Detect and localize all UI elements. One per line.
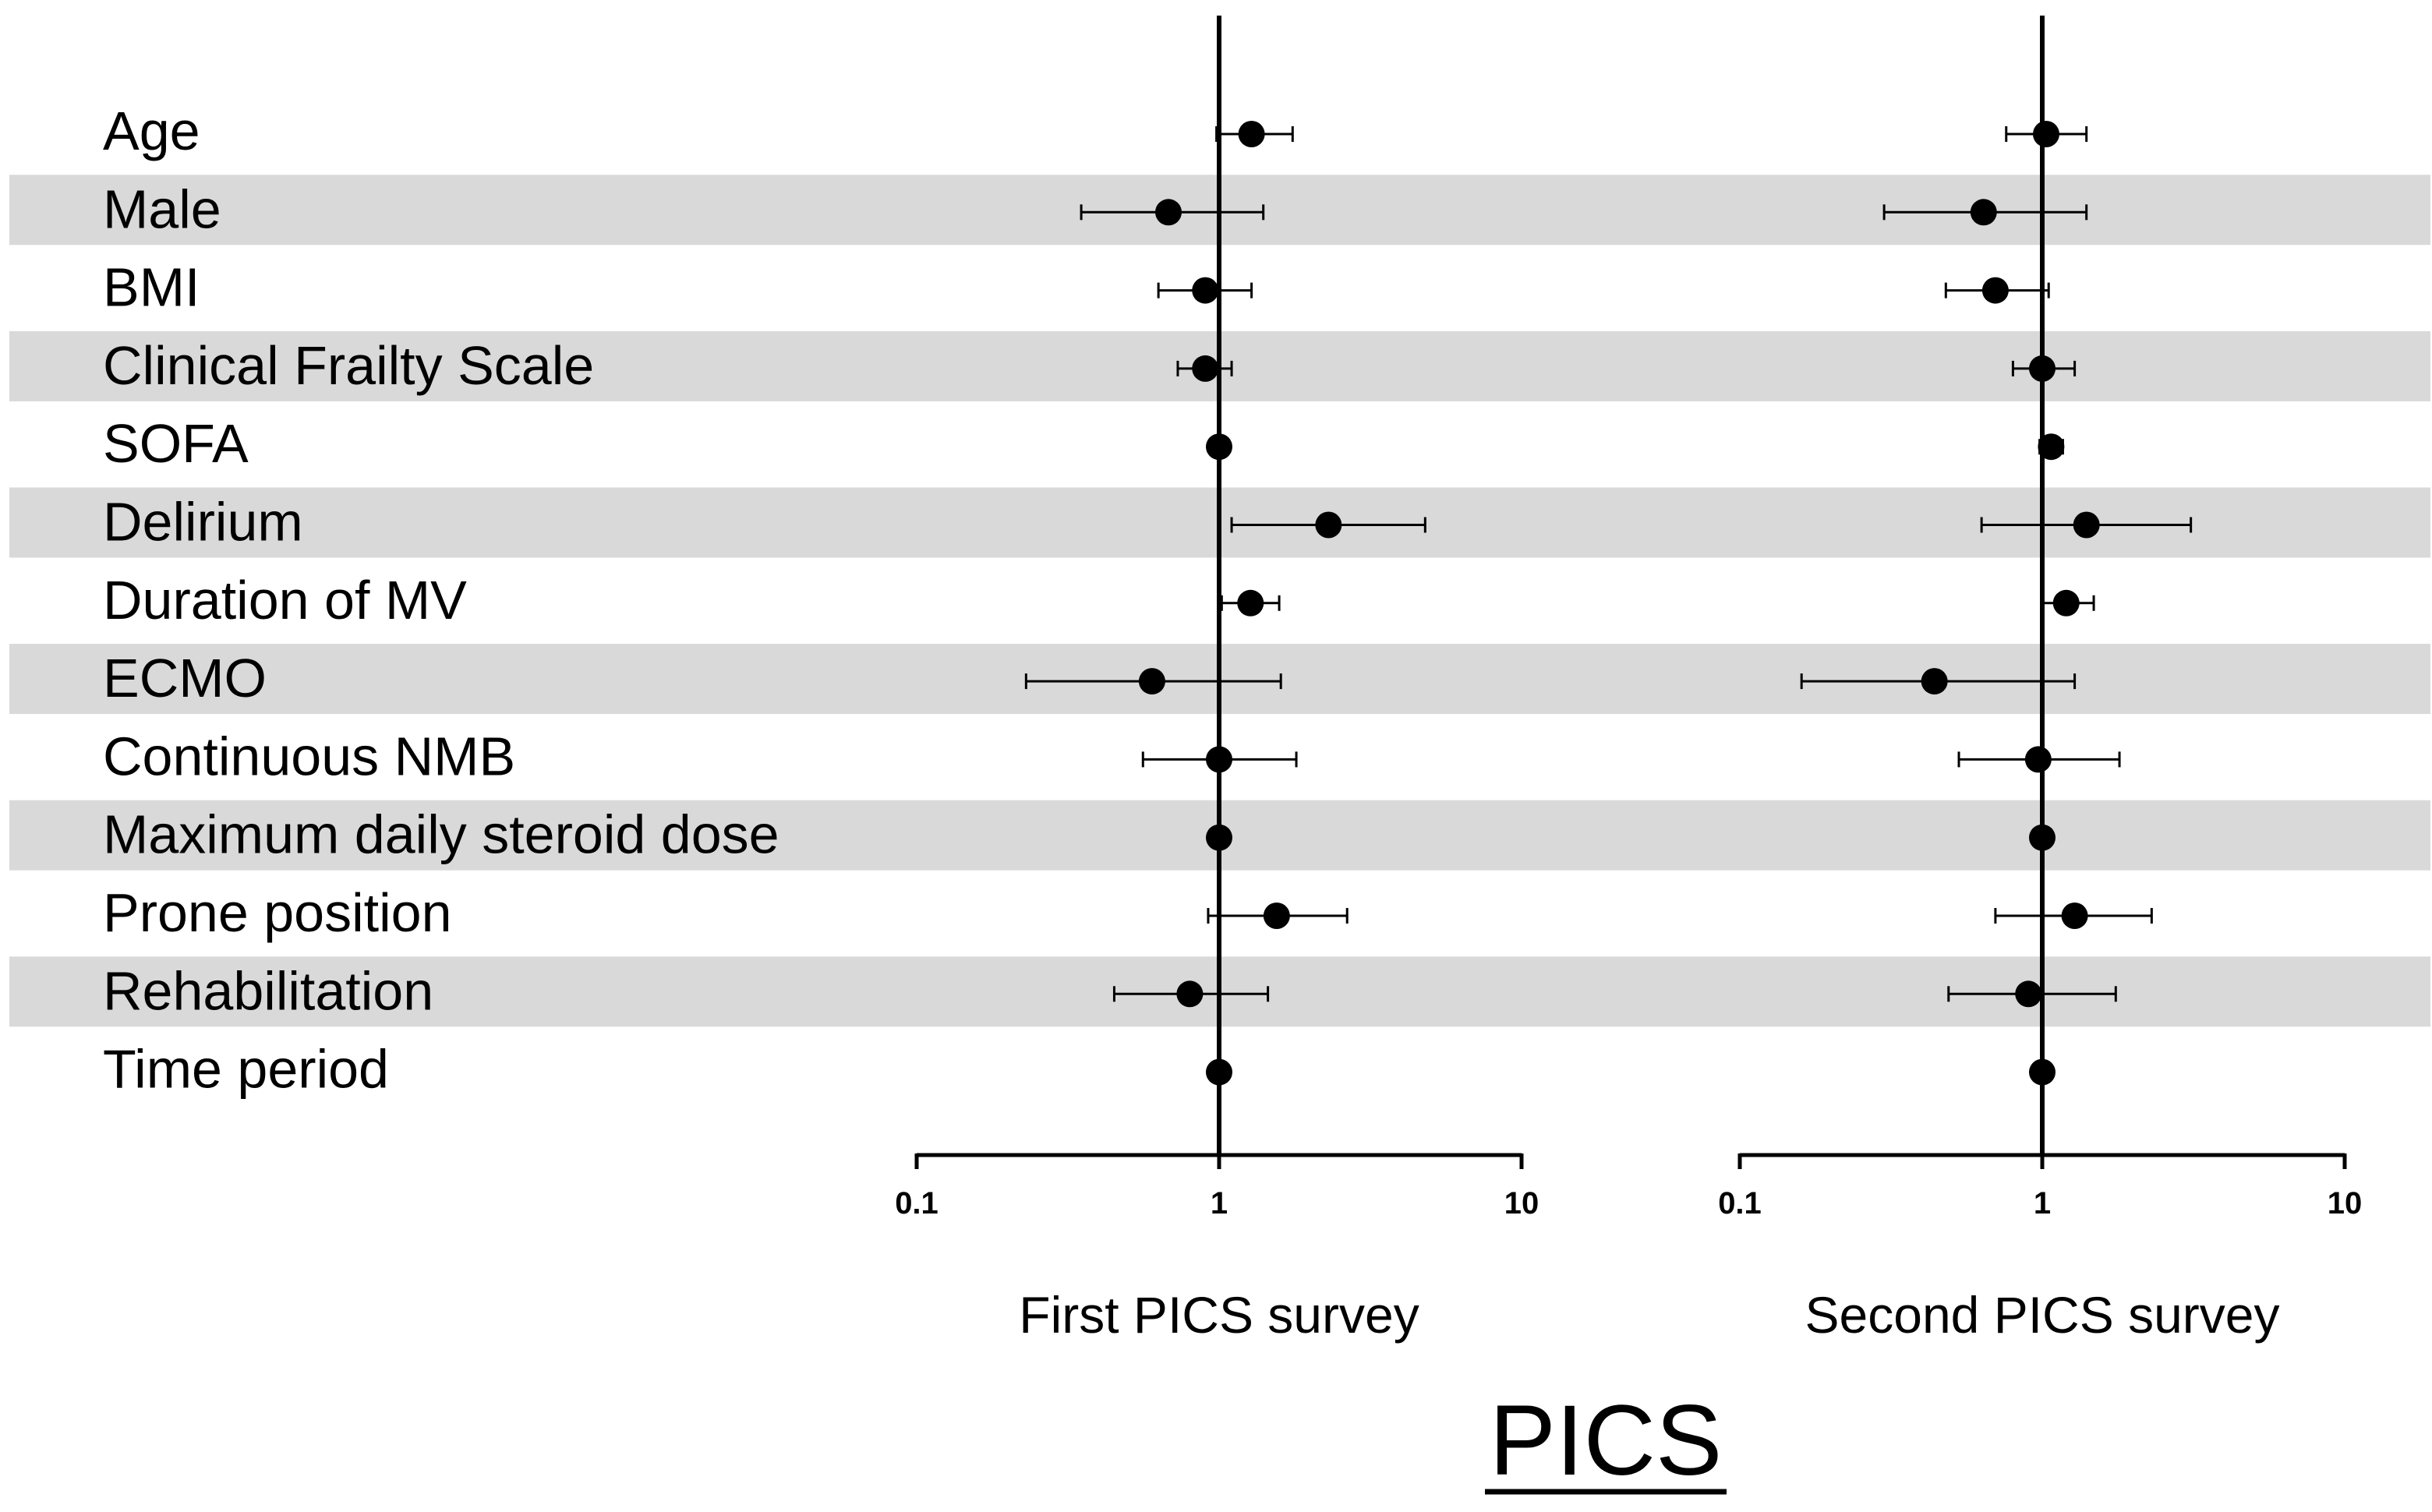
point-estimate: [2029, 1058, 2056, 1086]
estimate-continuous-nmb: [1141, 746, 1298, 773]
point-estimate: [2029, 355, 2056, 382]
row-label-prone-position: Prone position: [103, 882, 452, 943]
row-label-male: Male: [103, 178, 221, 239]
x-tick-label-1: 1: [2034, 1186, 2051, 1221]
estimate-maximum-daily-steroid-dose: [2029, 824, 2056, 851]
panel-second-pics-survey: 0.1 1 10 Second PICS survey: [1718, 16, 2362, 1344]
row-label-continuous-nmb: Continuous NMB: [103, 726, 515, 786]
estimate-maximum-daily-steroid-dose: [1206, 824, 1232, 851]
estimate-age: [2005, 121, 2088, 147]
point-estimate: [1970, 199, 1997, 226]
row-label-ecmo: ECMO: [103, 648, 267, 708]
row-labels: Age Male BMI Clinical Frailty Scale SOFA Deli…: [103, 101, 779, 1100]
estimate-time-period: [2029, 1058, 2056, 1086]
row-label-duration-of-mv: Duration of MV: [103, 570, 467, 631]
panels: 0.1 1 10 First PICS survey 0.1 1 10 Second PICS…: [895, 16, 2362, 1344]
estimate-ecmo: [1800, 668, 2077, 695]
point-estimate: [2061, 903, 2088, 929]
estimate-prone-position: [1994, 903, 2153, 929]
point-estimate: [1238, 121, 1265, 147]
point-estimate: [1981, 277, 2009, 304]
row-label-sofa: SOFA: [103, 413, 249, 474]
x-tick-label-0-1: 0.1: [895, 1186, 939, 1221]
estimate-continuous-nmb: [1957, 746, 2121, 773]
row-label-time-period: Time period: [103, 1039, 389, 1100]
point-estimate: [2024, 746, 2052, 773]
estimate-delirium: [1230, 511, 1426, 539]
panel-first-pics-survey: 0.1 1 10 First PICS survey: [895, 16, 1539, 1344]
point-estimate: [1138, 668, 1165, 695]
point-estimate: [1263, 903, 1290, 929]
point-estimate: [2038, 433, 2065, 461]
estimate-duration-of-mv: [2041, 589, 2095, 616]
estimate-delirium: [1980, 511, 2193, 539]
chart-title: PICS: [1490, 1385, 1723, 1496]
x-tick-label-10: 10: [2328, 1186, 2363, 1221]
estimate-ecmo: [1024, 668, 1282, 695]
x-tick-label-10: 10: [1504, 1186, 1539, 1221]
estimate-clinical-frailty-scale: [1176, 355, 1233, 382]
row-label-bmi: BMI: [103, 257, 200, 318]
point-estimate: [1176, 980, 1204, 1008]
row-label-rehabilitation: Rehabilitation: [103, 960, 433, 1021]
estimate-rehabilitation: [1112, 980, 1270, 1008]
point-estimate: [2015, 980, 2042, 1008]
title-group: PICS: [1485, 1385, 1727, 1496]
point-estimate: [1192, 277, 1219, 304]
estimate-male: [1080, 199, 1265, 226]
estimate-prone-position: [1207, 903, 1349, 929]
row-label-age: Age: [103, 101, 200, 161]
estimate-clinical-frailty-scale: [2011, 355, 2077, 382]
point-estimate: [1237, 589, 1264, 616]
estimate-age: [1215, 121, 1294, 147]
row-label-clinical-frailty-scale: Clinical Frailty Scale: [103, 335, 594, 396]
point-estimate: [1155, 199, 1182, 226]
point-estimate: [1206, 433, 1232, 461]
estimate-rehabilitation: [1947, 980, 2117, 1008]
point-estimate: [1206, 824, 1232, 851]
point-estimate: [2032, 121, 2059, 147]
estimate-bmi: [1944, 277, 2050, 304]
point-estimate: [1206, 746, 1232, 773]
point-estimate: [1206, 1058, 1232, 1086]
row-label-delirium: Delirium: [103, 492, 303, 553]
point-estimate: [1921, 668, 1948, 695]
point-estimate: [2052, 589, 2080, 616]
x-tick-label-0-1: 0.1: [1718, 1186, 1762, 1221]
estimate-sofa: [1206, 433, 1232, 461]
estimate-time-period: [1206, 1058, 1232, 1086]
panel-label: First PICS survey: [1019, 1286, 1419, 1344]
estimate-male: [1882, 199, 2088, 226]
point-estimate: [2029, 824, 2056, 851]
x-tick-label-1: 1: [1211, 1186, 1228, 1221]
point-estimate: [1192, 355, 1219, 382]
point-estimate: [1315, 511, 1342, 539]
point-estimate: [2073, 511, 2100, 539]
panel-label: Second PICS survey: [1805, 1286, 2280, 1344]
estimate-bmi: [1157, 277, 1253, 304]
estimate-duration-of-mv: [1220, 589, 1281, 616]
estimate-sofa: [2038, 433, 2065, 461]
row-label-maximum-daily-steroid-dose: Maximum daily steroid dose: [103, 804, 779, 865]
